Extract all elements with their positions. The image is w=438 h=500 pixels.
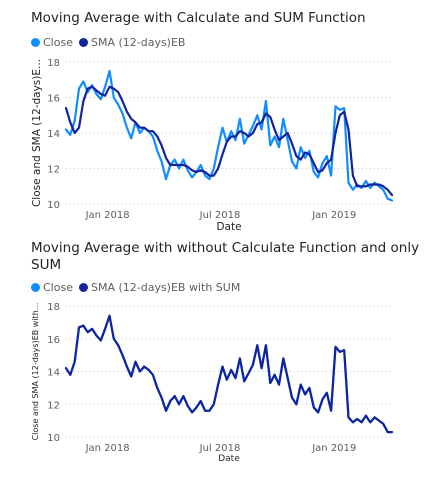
y-tick-label: 12 — [47, 165, 60, 176]
x-tick-label: Jan 2018 — [85, 443, 130, 454]
legend-dot-icon — [78, 283, 88, 292]
legend-item-close[interactable]: Close — [31, 36, 73, 49]
y-tick-label: 18 — [47, 58, 60, 69]
legend-label: SMA (12-days)EB — [90, 36, 186, 49]
chart-title-1: Moving Average with Calculate and SUM Fu… — [31, 10, 366, 26]
y-tick-label: 18 — [47, 302, 60, 313]
legend-label: Close — [43, 281, 73, 294]
chart-panel-1: Moving Average with Calculate and SUM Fu… — [0, 0, 438, 236]
legend-item-close[interactable]: Close — [31, 281, 73, 294]
y-tick-label: 10 — [47, 433, 60, 444]
x-axis-title: Date — [218, 454, 240, 464]
line-chart-1[interactable]: 10 12 14 16 18 Jan 2018 Jul 2018 Jan 2019 Date Cl… — [0, 0, 438, 236]
y-tick-label: 14 — [47, 129, 60, 140]
y-tick-label: 16 — [47, 94, 60, 105]
y-tick-label: 12 — [47, 400, 60, 411]
legend-item-sma-sum[interactable]: SMA (12-days)EB with SUM — [78, 281, 241, 294]
x-tick-label: Jan 2019 — [311, 443, 356, 454]
x-tick-label: Jul 2018 — [199, 210, 241, 221]
legend-1: Close SMA (12-days)EB — [31, 36, 189, 49]
y-tick-label: 16 — [47, 335, 60, 346]
y-tick-label: 14 — [47, 368, 60, 379]
y-tick-label: 10 — [47, 200, 60, 211]
legend-dot-icon — [31, 38, 40, 47]
line-chart-2[interactable]: 10 12 14 16 18 Jan 2018 Jul 2018 Jan 2019 Date Cl… — [0, 236, 438, 500]
legend-2: Close SMA (12-days)EB with SUM — [31, 281, 244, 294]
chart-title-2-line2: SUM — [31, 257, 62, 273]
x-tick-label: Jan 2018 — [85, 210, 130, 221]
series-line-close[interactable] — [64, 69, 394, 202]
x-tick-label: Jul 2018 — [199, 443, 241, 454]
series-line-sma[interactable] — [64, 85, 394, 197]
chart-title-2-line1: Moving Average with without Calculate Fu… — [31, 240, 420, 256]
legend-dot-icon — [78, 38, 88, 47]
x-tick-label: Jan 2019 — [311, 210, 356, 221]
x-axis-title: Date — [216, 221, 241, 233]
y-axis-title: Close and SMA (12-days)E... — [31, 59, 43, 207]
y-axis-title: Close and SMA (12-days)EB with... — [31, 303, 40, 441]
legend-dot-icon — [31, 283, 40, 292]
legend-label: Close — [43, 36, 73, 49]
chart-panel-2: Moving Average with without Calculate Fu… — [0, 236, 438, 500]
legend-label: SMA (12-days)EB with SUM — [90, 281, 241, 294]
legend-item-sma[interactable]: SMA (12-days)EB — [78, 36, 186, 49]
series-line-sma[interactable] — [64, 314, 394, 434]
